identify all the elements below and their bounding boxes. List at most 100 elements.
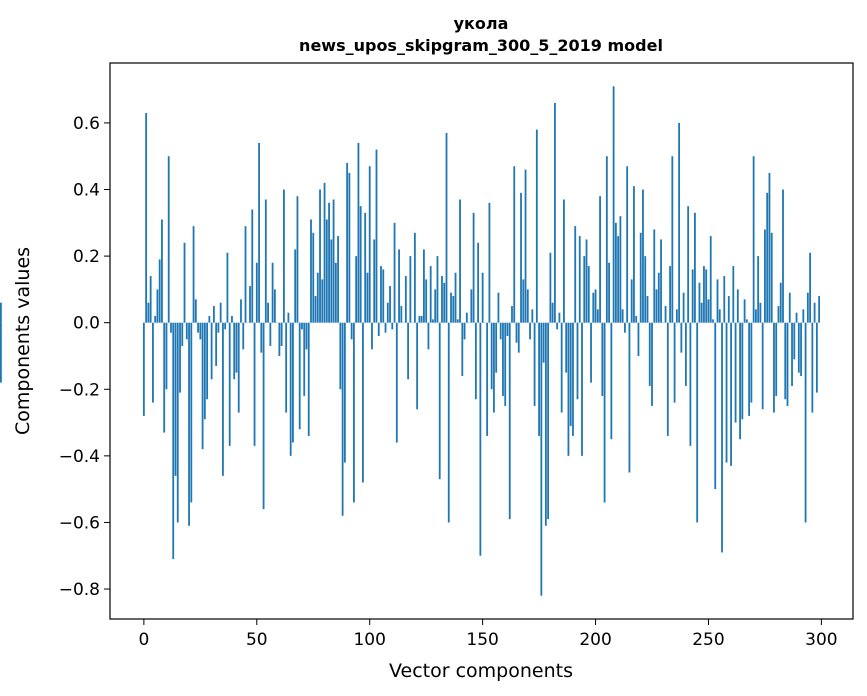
y-tick-label: −0.4 (59, 447, 100, 467)
bar-299 (818, 296, 821, 323)
bar-252 (712, 319, 714, 323)
bar-50 (255, 262, 258, 323)
bar-192 (576, 322, 579, 400)
bar-201 (596, 309, 599, 323)
bar-2 (147, 302, 150, 323)
bar-undefined (0, 322, 2, 383)
bar-271 (754, 309, 757, 323)
bar-248 (703, 266, 705, 323)
bar-143 (465, 312, 468, 323)
bar-277 (768, 172, 771, 323)
bar-96 (359, 206, 362, 323)
bar-288 (793, 322, 796, 360)
bar-75 (312, 232, 315, 323)
bar-182 (553, 102, 556, 323)
bar-249 (705, 269, 708, 323)
bar-221 (642, 189, 644, 323)
bar-132 (441, 276, 443, 323)
bar-239 (682, 292, 685, 323)
bar-93 (353, 322, 355, 503)
bar-223 (646, 296, 649, 323)
bar-263 (736, 289, 739, 323)
bar-260 (730, 322, 732, 466)
bar-227 (655, 289, 658, 323)
bar-157 (497, 292, 500, 323)
bar-97 (362, 322, 364, 483)
bar-190 (572, 322, 574, 436)
bar-170 (526, 289, 529, 323)
bar-112 (395, 322, 398, 443)
bar-29 (208, 316, 211, 323)
bar-63 (285, 322, 288, 413)
bar-172 (531, 309, 534, 323)
bar-42 (237, 322, 240, 413)
x-tick-label: 200 (579, 630, 611, 650)
bar-82 (328, 202, 330, 323)
bar-184 (558, 312, 561, 323)
bar-216 (630, 279, 633, 323)
bar-153 (488, 202, 491, 323)
bar-297 (813, 302, 816, 323)
bar-242 (689, 322, 692, 446)
bar-118 (409, 256, 412, 323)
bar-155 (493, 322, 495, 413)
bar-4 (152, 322, 154, 403)
bar-193 (578, 236, 581, 323)
bar-211 (619, 216, 622, 323)
bar-251 (709, 236, 712, 323)
bar-207 (610, 322, 613, 440)
bar-5 (154, 316, 157, 323)
bar-137 (452, 296, 455, 323)
bar-62 (282, 189, 285, 323)
bar-27 (203, 322, 206, 420)
bar-10 (165, 322, 168, 390)
bar-275 (764, 229, 766, 323)
bar-71 (303, 322, 306, 396)
y-tick-label: −0.2 (59, 380, 100, 400)
bar-198 (590, 322, 592, 383)
bar-78 (319, 189, 321, 323)
bar-290 (797, 322, 800, 373)
bar-18 (183, 242, 186, 323)
bar-21 (190, 322, 193, 503)
bar-200 (594, 289, 597, 323)
bar-233 (669, 266, 671, 323)
bar-225 (651, 322, 653, 406)
bar-255 (718, 309, 721, 323)
bar-55 (267, 302, 269, 323)
bar-237 (678, 122, 681, 323)
bar-32 (215, 322, 218, 366)
bar-188 (567, 322, 570, 456)
bar-85 (334, 262, 337, 323)
bar-298 (815, 322, 818, 393)
bar-245 (696, 322, 699, 523)
bar-111 (393, 222, 396, 323)
bar-38 (228, 322, 231, 446)
bar-83 (330, 239, 333, 323)
bar-34 (219, 302, 222, 323)
bar-293 (804, 322, 807, 523)
bar-149 (479, 322, 482, 556)
bar-52 (260, 322, 263, 353)
bar-296 (811, 322, 814, 413)
bar-175 (538, 322, 540, 436)
bar-45 (244, 226, 247, 323)
bar-195 (583, 256, 586, 323)
bar-101 (371, 322, 373, 350)
bar-131 (438, 322, 441, 480)
bar-204 (603, 322, 606, 503)
y-tick-label: −0.6 (59, 513, 100, 533)
bar-103 (375, 149, 378, 323)
bar-219 (637, 322, 640, 356)
bar-281 (777, 306, 780, 323)
bar-65 (289, 322, 292, 456)
bar-37 (226, 252, 229, 323)
bar-206 (608, 262, 610, 323)
bar-49 (253, 322, 256, 446)
bar-236 (675, 309, 678, 323)
bar-51 (258, 142, 260, 323)
bar-28 (206, 322, 209, 400)
bar-26 (201, 322, 204, 450)
bar-262 (734, 322, 737, 423)
